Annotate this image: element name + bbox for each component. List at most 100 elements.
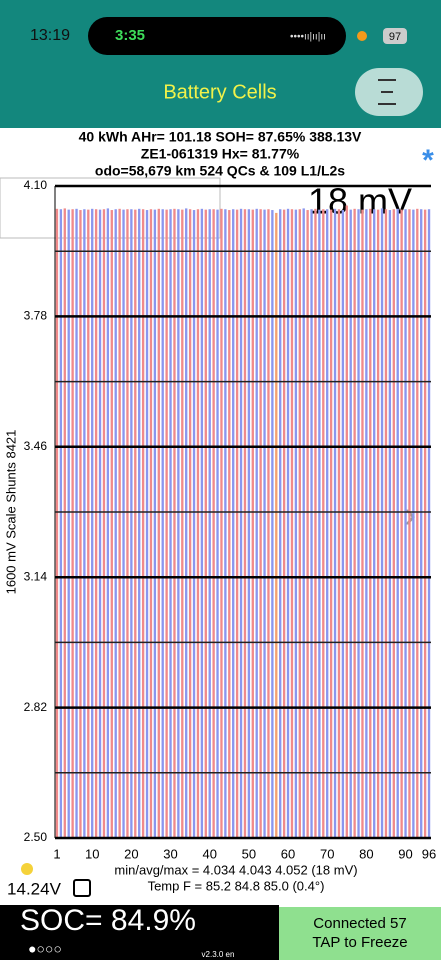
cell-bar (149, 209, 153, 839)
cell-bar (114, 209, 117, 839)
cell-bar (196, 209, 200, 839)
x-tick-label: 80 (359, 846, 373, 861)
temp-stats: Temp F = 85.2 84.8 85.0 (0.4°) (148, 878, 325, 893)
cell-bar (185, 208, 188, 839)
freeze-button-bg[interactable] (279, 907, 441, 960)
cell-bar (177, 209, 180, 839)
y-axis-label: 1600 mV Scale Shunts 8421 (3, 430, 18, 595)
x-tick-label: 30 (163, 846, 177, 861)
cell-bar (279, 209, 282, 839)
x-tick-label: 20 (124, 846, 138, 861)
cell-bar (392, 209, 395, 839)
cell-bar (349, 209, 352, 838)
x-tick-label: 1 (53, 846, 60, 861)
cell-bar (200, 208, 204, 838)
cell-bar (326, 209, 329, 839)
cell-bar (239, 208, 243, 838)
cell-bar (357, 209, 360, 839)
page-dots: ●○○○ (28, 941, 62, 957)
cell-bar (102, 209, 106, 839)
cell-bar (110, 210, 113, 839)
cell-bar (373, 209, 376, 839)
cell-bar (259, 209, 262, 839)
overlay-box (0, 177, 221, 239)
cell-bar (138, 208, 141, 838)
cell-bar (251, 209, 254, 838)
cell-bar (63, 208, 66, 839)
cell-bar (369, 208, 372, 838)
cell-bar (228, 210, 231, 839)
cell-bar (396, 208, 399, 838)
cell-bar (416, 208, 419, 838)
y-tick-label: 3.46 (24, 439, 48, 453)
cell-bar (204, 209, 207, 838)
x-tick-label: 96 (422, 846, 436, 861)
dynamic-island (88, 17, 346, 55)
cell-bar (337, 209, 341, 839)
cell-bar (153, 209, 157, 838)
cell-bar (255, 208, 258, 838)
cell-bar (384, 209, 388, 839)
cell-bar (282, 209, 286, 838)
cell-bar (126, 209, 129, 839)
y-tick-label: 4.10 (24, 178, 48, 192)
x-tick-label: 50 (242, 846, 256, 861)
cell-bar (306, 210, 309, 839)
cell-bar (145, 210, 149, 839)
cell-bar (380, 208, 384, 839)
cell-bar (302, 208, 305, 839)
cell-bar (408, 209, 411, 839)
cell-bar (208, 209, 211, 839)
cell-bar (290, 209, 294, 839)
cell-stats: min/avg/max = 4.034 4.043 4.052 (18 mV) (114, 862, 357, 877)
cell-bar (345, 205, 348, 838)
x-tick-label: 70 (320, 846, 334, 861)
cell-bar (329, 209, 333, 838)
cell-bar (263, 209, 266, 838)
cell-bar (243, 209, 247, 839)
cell-bar (83, 209, 86, 839)
cell-bar (91, 208, 94, 838)
menu-button[interactable] (355, 68, 423, 116)
cell-bar (224, 209, 227, 839)
freeze-button[interactable]: Connected 57 TAP to Freeze (279, 907, 441, 960)
cell-bar (341, 210, 345, 839)
cell-bar (232, 209, 235, 839)
cell-bar (106, 208, 110, 839)
aux-voltage: 14.24V (7, 879, 62, 898)
cell-bar (271, 210, 274, 839)
cell-bar (322, 209, 325, 839)
cell-bar (98, 209, 102, 838)
y-tick-label: 3.14 (24, 569, 48, 583)
cell-bar (181, 209, 184, 838)
recording-dot (357, 31, 367, 41)
cell-bar (79, 210, 82, 839)
cell-bar (122, 209, 125, 838)
cell-bar (420, 209, 423, 839)
x-tick-label: 40 (202, 846, 216, 861)
summary-line: ZE1-061319 Hx= 81.77% (141, 146, 300, 162)
cell-bar (71, 209, 74, 839)
soc-panel (0, 905, 279, 960)
cell-bar (423, 209, 427, 838)
cell-bar (94, 209, 98, 839)
y-tick-label: 3.78 (24, 309, 48, 323)
cell-bar (353, 208, 356, 838)
battery-icon (383, 28, 407, 44)
cell-bar (134, 209, 137, 838)
cell-bar (130, 209, 133, 839)
cell-bar (412, 209, 415, 838)
cell-bar (294, 209, 298, 838)
header-title: Battery Cells (163, 81, 276, 103)
x-tick-label: 90 (398, 846, 412, 861)
cell-bar (59, 209, 63, 839)
cell-bar (161, 209, 164, 839)
cell-bar (310, 209, 313, 839)
soc: SOC= 84.9% (20, 904, 196, 937)
summary-line: odo=58,679 km 524 QCs & 109 L1/L2s (95, 163, 345, 179)
cell-bar (220, 208, 223, 838)
cell-bar (235, 209, 239, 838)
cell-bar (188, 209, 192, 839)
call-time: 3:35 (115, 27, 145, 44)
